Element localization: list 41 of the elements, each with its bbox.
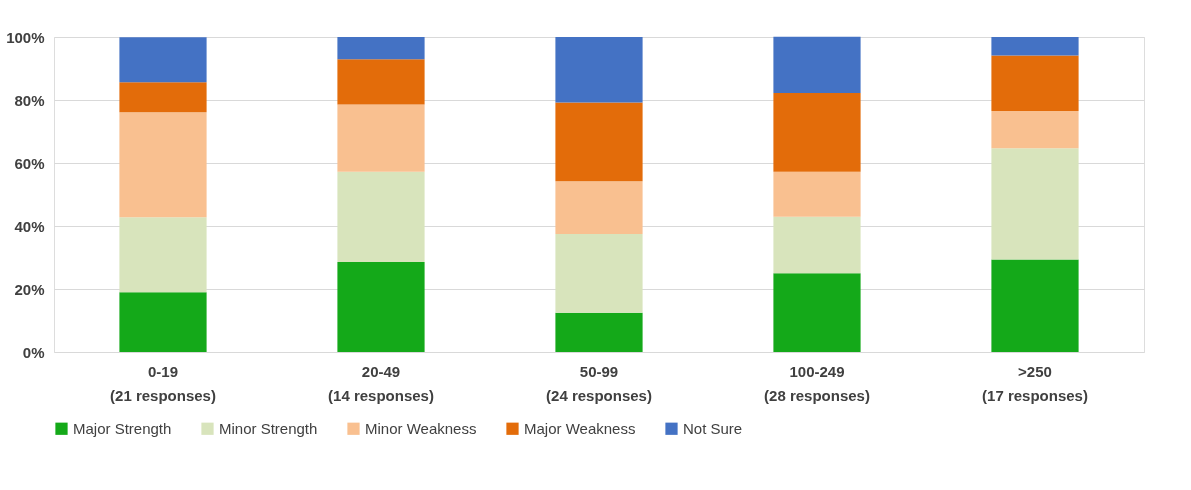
y-tick-label: 60% (14, 154, 45, 172)
bar (119, 112, 207, 218)
x-tick-label: 50-99 (24 responses) (546, 362, 652, 404)
bar (119, 292, 207, 352)
bar (991, 148, 1079, 260)
bar (337, 37, 425, 60)
bar (991, 259, 1079, 352)
x-tick-label: 100-249 (28 responses) (764, 362, 870, 404)
bar (991, 55, 1079, 112)
x-tick-label: >250 (17 responses) (982, 362, 1088, 404)
bar (773, 93, 861, 172)
legend-label: Major Strength (73, 419, 172, 437)
bar (991, 37, 1079, 56)
bar (555, 181, 643, 234)
bar (773, 216, 861, 274)
bar (773, 36, 861, 94)
bar (337, 261, 425, 352)
bar (555, 233, 643, 313)
y-tick-label: 100% (6, 28, 45, 46)
bar (773, 273, 861, 352)
x-tick-label: 0-19 (21 responses) (110, 362, 216, 404)
bar (119, 217, 207, 293)
bar (119, 37, 207, 83)
bar (337, 171, 425, 262)
bar (555, 312, 643, 352)
y-tick-label: 40% (14, 217, 45, 235)
bar (337, 59, 425, 105)
y-tick-label: 0% (22, 343, 45, 361)
legend-label: Minor Strength (219, 419, 318, 437)
bar (555, 37, 643, 103)
x-tick-label: 20-49 (14 responses) (328, 362, 434, 404)
y-tick-label: 80% (14, 91, 45, 109)
y-tick-label: 20% (14, 280, 45, 298)
legend-label: Major Weakness (524, 419, 636, 437)
bar (773, 171, 861, 217)
bar (337, 104, 425, 172)
legend-label: Minor Weakness (365, 419, 477, 437)
bar (991, 111, 1079, 149)
legend-label: Not Sure (683, 419, 743, 437)
bar (555, 102, 643, 182)
bar (119, 82, 207, 113)
